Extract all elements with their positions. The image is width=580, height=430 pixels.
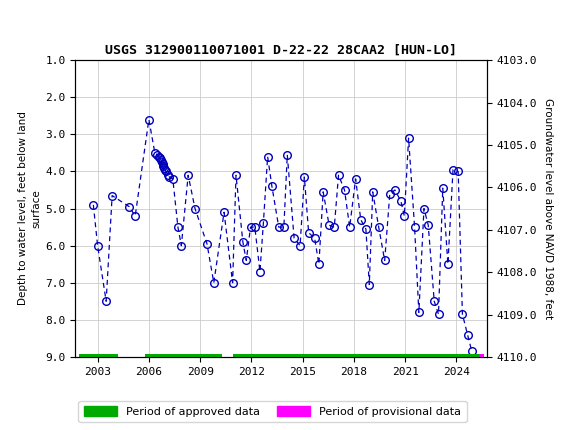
Text: ≋ USGS: ≋ USGS [9, 4, 85, 22]
Legend: Period of approved data, Period of provisional data: Period of approved data, Period of provi… [78, 401, 467, 422]
Y-axis label: Groundwater level above NAVD 1988, feet: Groundwater level above NAVD 1988, feet [543, 98, 553, 319]
Title: USGS 312900110071001 D-22-22 28CAA2 [HUN-LO]: USGS 312900110071001 D-22-22 28CAA2 [HUN… [106, 43, 457, 56]
Y-axis label: Depth to water level, feet below land
surface: Depth to water level, feet below land su… [18, 112, 41, 305]
